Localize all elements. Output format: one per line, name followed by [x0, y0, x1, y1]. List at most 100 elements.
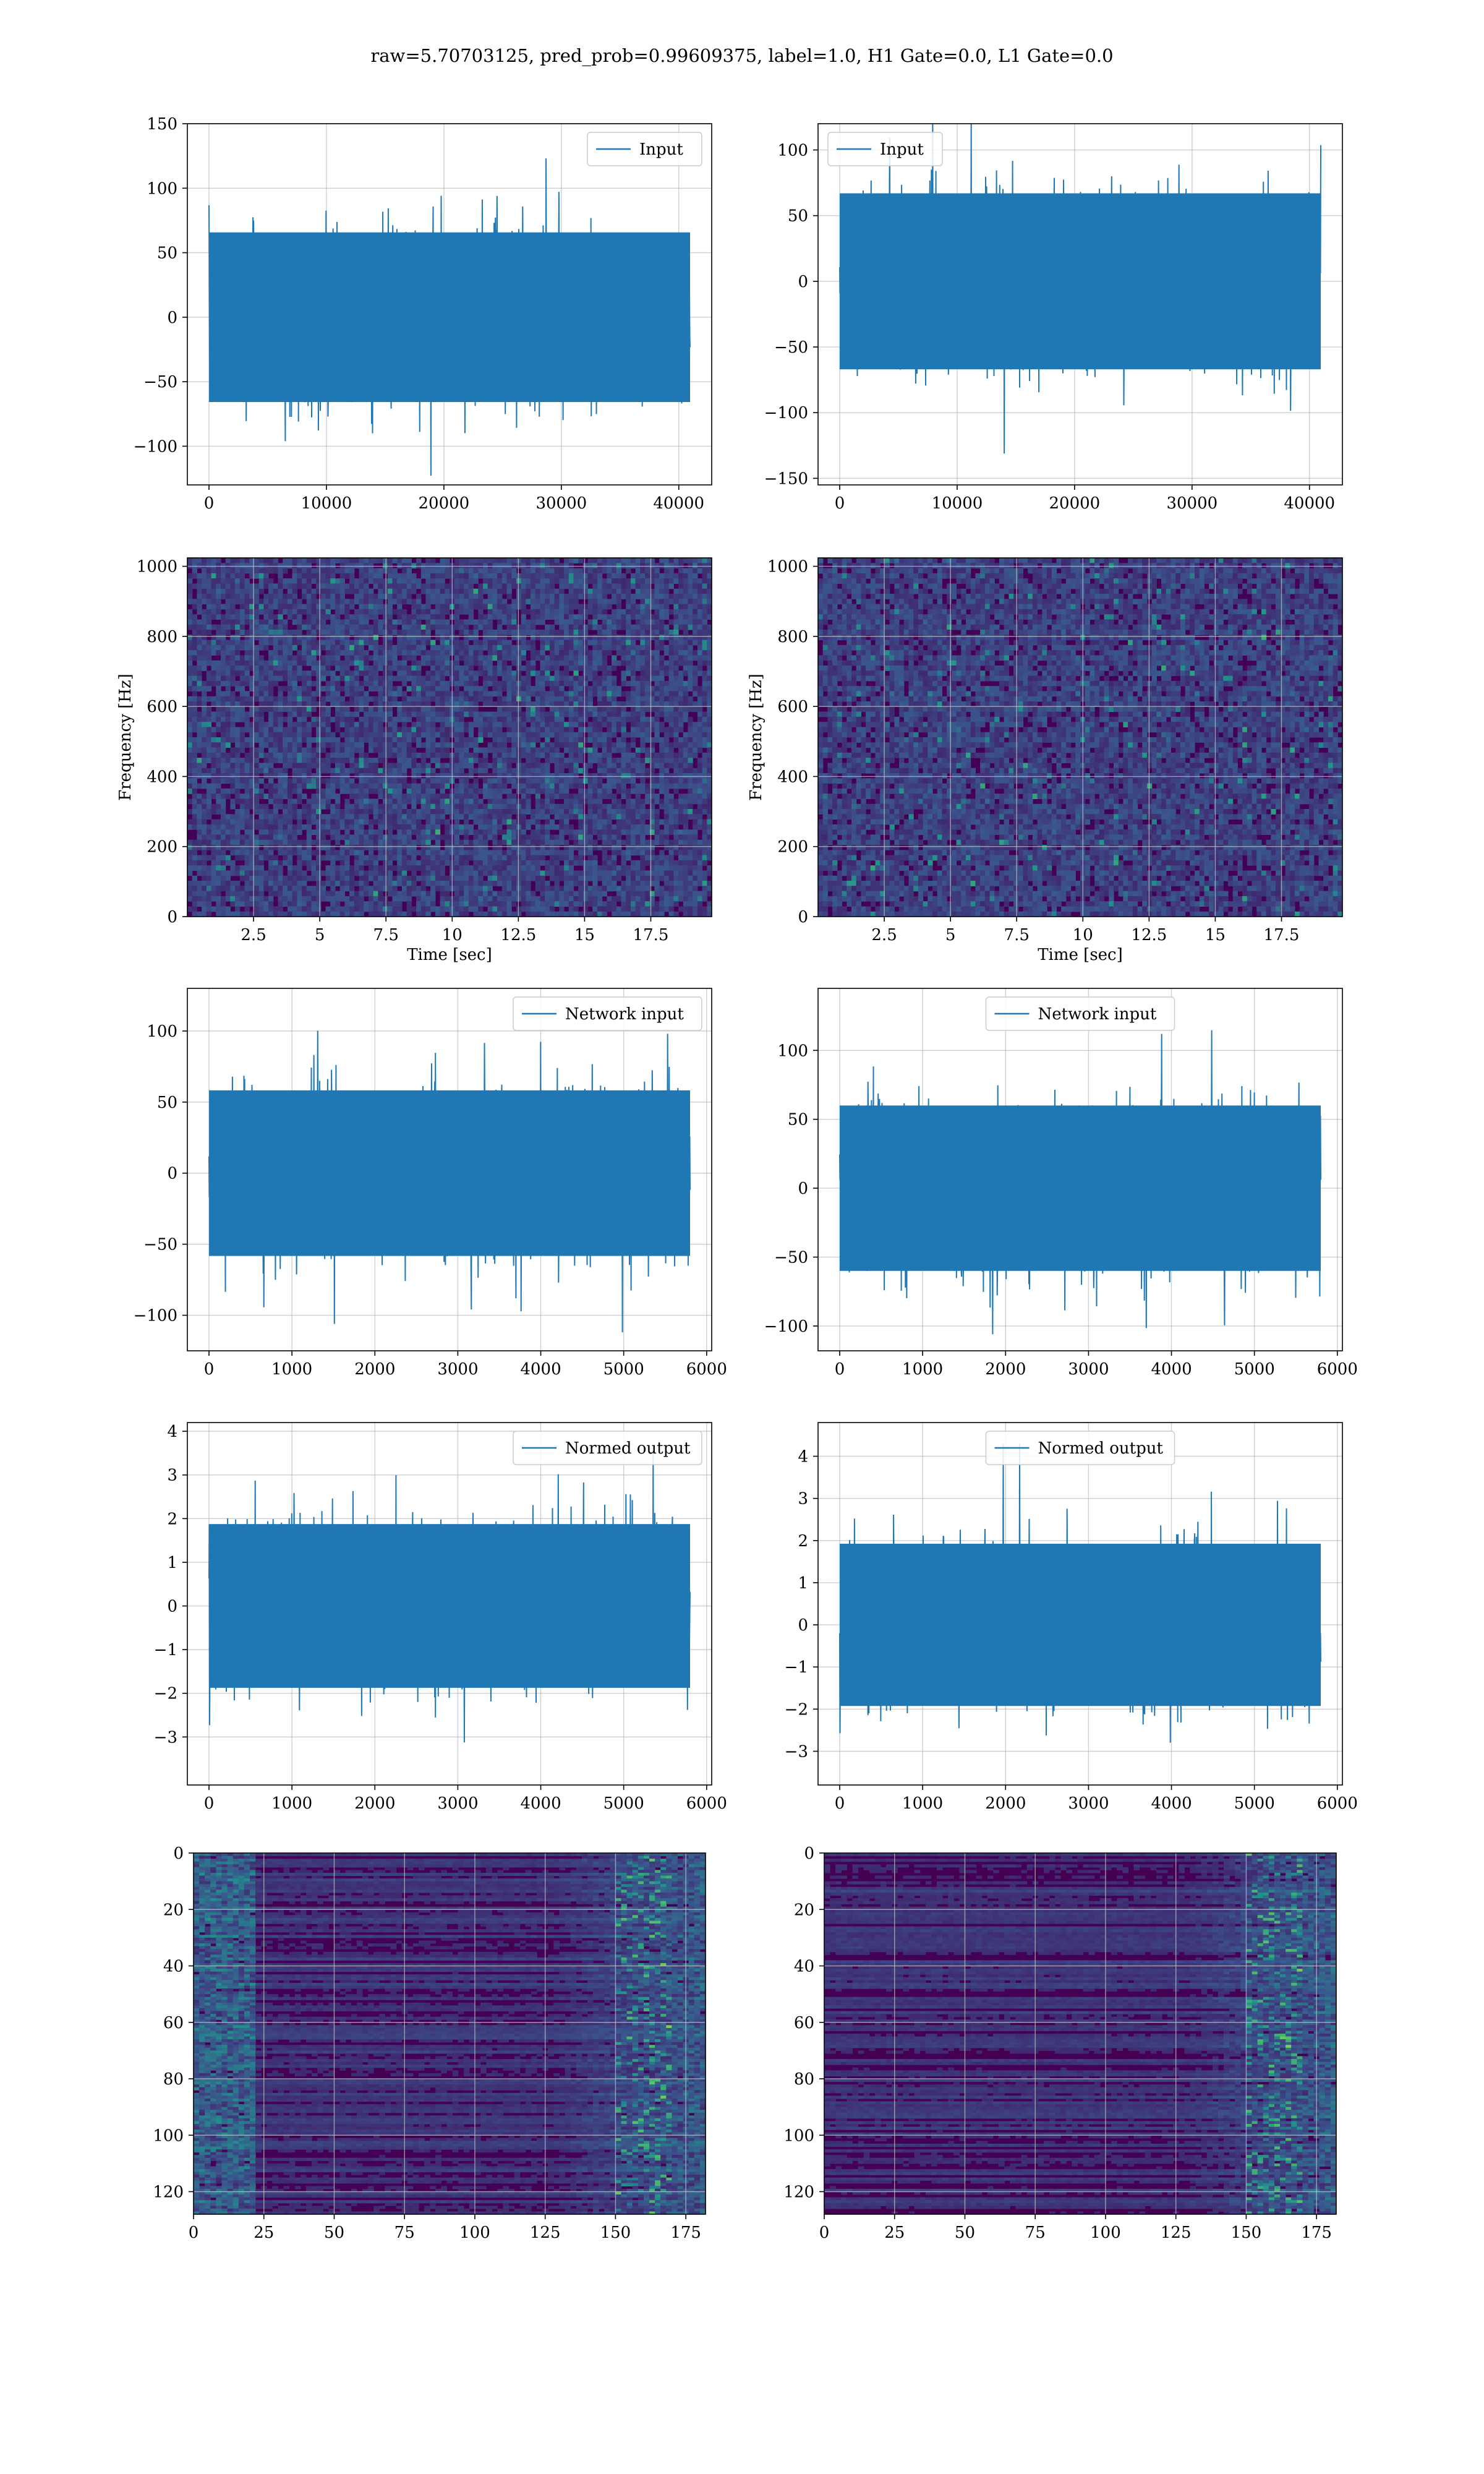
series-core [840, 193, 1321, 370]
x-tick-label: 4000 [520, 1794, 561, 1813]
subplot-r5c2: 0 25 50 75 100 125 150 175 0 20 40 60 80 100 120 [783, 1844, 1337, 2242]
heatmap-image [824, 1853, 1336, 2214]
y-tick-label: 600 [147, 698, 177, 716]
x-tick-label: 2000 [985, 1794, 1026, 1813]
x-axis-label: Time [sec] [1038, 946, 1123, 964]
y-tick-label: −1 [785, 1658, 808, 1677]
y-tick-label: 4 [798, 1448, 808, 1466]
y-tick-label: 4 [167, 1423, 177, 1441]
legend-label: Normed output [565, 1439, 691, 1458]
x-tick-label: 30000 [535, 494, 587, 513]
y-tick-label: 120 [783, 2183, 814, 2202]
x-tick-label: 20000 [419, 494, 470, 513]
tick-labels: 0 25 50 75 100 125 150 175 0 20 40 60 80 100 120 [783, 1844, 1332, 2242]
x-tick-label: 17.5 [633, 926, 669, 944]
axes-frame [817, 988, 1343, 1351]
subplot-r5c1: 0 25 50 75 100 125 150 175 0 20 40 60 80 100 120 [153, 1844, 706, 2242]
y-tick-label: −2 [154, 1685, 177, 1703]
y-tick-label: 50 [157, 244, 177, 263]
x-tick-label: 7.5 [373, 926, 399, 944]
x-tick-label: 0 [835, 1360, 845, 1379]
y-tick-label: −100 [134, 1307, 177, 1325]
x-tick-label: 150 [1231, 2224, 1262, 2242]
legend-label: Network input [565, 1005, 684, 1024]
x-tick-label: 2.5 [871, 926, 897, 944]
y-tick-label: −1 [154, 1641, 177, 1659]
x-tick-label: 17.5 [1264, 926, 1300, 944]
x-tick-label: 6000 [1317, 1360, 1358, 1379]
series-core [209, 1524, 690, 1688]
legend-label: Normed output [1038, 1439, 1164, 1458]
y-tick-label: −100 [764, 1317, 808, 1336]
axes-frame [187, 123, 712, 486]
y-tick-label: −50 [143, 1236, 177, 1254]
y-tick-label: 0 [798, 1179, 808, 1198]
y-tick-label: 50 [788, 1111, 808, 1129]
y-tick-label: −100 [134, 437, 177, 456]
x-tick-label: 5000 [1234, 1360, 1275, 1379]
x-tick-label: 5 [315, 926, 325, 944]
axes-frame [817, 123, 1343, 486]
x-tick-label: 5000 [603, 1794, 644, 1813]
subplot-r2c1: 2.5 5 7.5 10 12.5 15 17.5 0 200 400 600 800 1000 Time… [116, 557, 712, 964]
axes-frame [187, 1422, 712, 1786]
x-tick-label: 5000 [1234, 1794, 1275, 1813]
tick-labels: 0 25 50 75 100 125 150 175 0 20 40 60 80 100 120 [153, 1844, 701, 2242]
y-tick-label: 20 [794, 1901, 814, 1919]
figure-suptitle: raw=5.70703125, pred_prob=0.99609375, la… [370, 45, 1113, 67]
y-tick-label: −3 [785, 1742, 808, 1761]
y-tick-label: 800 [777, 628, 808, 646]
x-tick-label: 10000 [301, 494, 352, 513]
y-tick-label: 0 [798, 908, 808, 927]
y-tick-label: −150 [764, 469, 808, 488]
y-tick-label: −2 [785, 1700, 808, 1719]
y-tick-label: 0 [798, 1616, 808, 1635]
y-tick-label: 0 [804, 1844, 814, 1863]
x-tick-label: 0 [204, 1794, 215, 1813]
x-tick-label: 1000 [902, 1794, 943, 1813]
y-tick-label: 80 [794, 2070, 814, 2089]
y-tick-label: 100 [147, 1022, 177, 1041]
x-tick-label: 0 [204, 1360, 215, 1379]
y-tick-label: 40 [794, 1958, 814, 1976]
y-tick-label: 600 [777, 698, 808, 716]
axes-frame [817, 557, 1343, 917]
x-tick-label: 12.5 [500, 926, 536, 944]
x-tick-label: 4000 [1151, 1360, 1192, 1379]
x-tick-label: 20000 [1049, 494, 1101, 513]
legend-label: Input [880, 140, 924, 159]
y-tick-label: −50 [143, 373, 177, 392]
x-tick-label: 40000 [1284, 494, 1335, 513]
x-tick-label: 7.5 [1004, 926, 1030, 944]
y-tick-label: 50 [157, 1094, 177, 1112]
x-tick-label: 1000 [271, 1794, 312, 1813]
tick-labels: 0 1000 2000 3000 4000 5000 6000 −3 −2 −1 0 1 2 3 4 [154, 1423, 727, 1813]
y-tick-label: 0 [167, 309, 177, 327]
x-tick-label: 125 [530, 2224, 561, 2242]
legend-label: Network input [1038, 1005, 1157, 1024]
y-tick-label: 2 [798, 1532, 808, 1551]
y-tick-label: 1 [798, 1574, 808, 1593]
x-tick-label: 0 [819, 2224, 830, 2242]
x-axis-label: Time [sec] [407, 946, 492, 964]
legend: Network input [985, 996, 1175, 1031]
x-tick-label: 15 [574, 926, 595, 944]
heatmap-image [187, 558, 712, 917]
legend: Input [827, 132, 943, 166]
heatmap-image [194, 1853, 706, 2214]
x-tick-label: 10 [1073, 926, 1093, 944]
x-tick-label: 10 [442, 926, 463, 944]
x-tick-label: 30000 [1166, 494, 1217, 513]
x-tick-label: 175 [670, 2224, 701, 2242]
y-tick-label: 0 [167, 908, 177, 927]
tick-labels: 0 1000 2000 3000 4000 5000 6000 −100 −50 0 50 100 [134, 1022, 727, 1379]
x-tick-label: 25 [254, 2224, 274, 2242]
x-tick-label: 2000 [985, 1360, 1026, 1379]
subplot-r1c2: Input 0 10000 20000 30000 40000 −150 −100 −50 0 50… [764, 123, 1343, 513]
y-tick-label: 400 [147, 768, 177, 786]
tick-labels: 2.5 5 7.5 10 12.5 15 17.5 0 200 400 600 800 1000 [767, 558, 1300, 944]
x-tick-label: 40000 [653, 494, 704, 513]
x-tick-label: 6000 [686, 1360, 727, 1379]
